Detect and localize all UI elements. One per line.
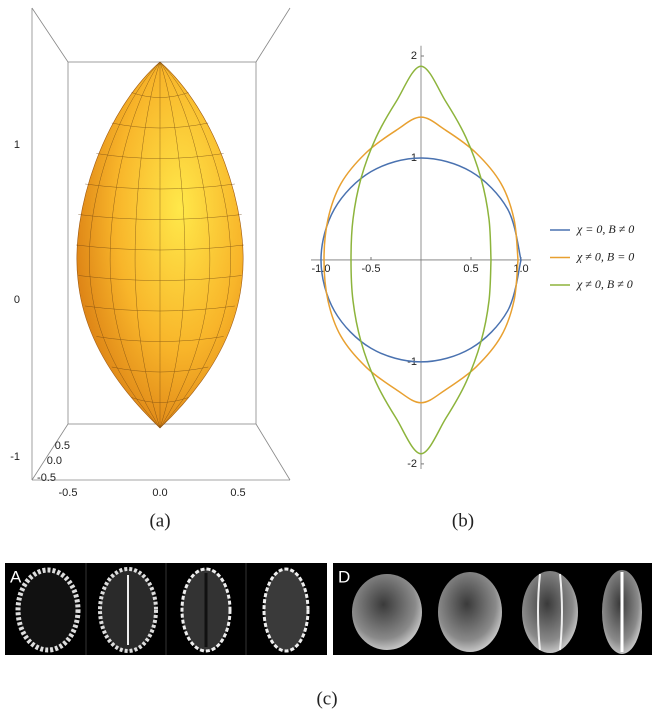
legend-label: χ ≠ 0, B ≠ 0 (576, 277, 633, 291)
z-tick-label: 0 (14, 294, 20, 306)
caption: (b) (452, 510, 474, 531)
micrograph-label: D (338, 567, 350, 586)
z-tick-label: -1 (10, 451, 20, 463)
micrograph-d: D (333, 563, 652, 655)
x-tick-label: -0.5 (362, 263, 381, 275)
legend-label: χ = 0, B ≠ 0 (576, 222, 634, 236)
y-tick-label: -2 (407, 458, 417, 470)
x-tick-label: -0.5 (59, 487, 78, 499)
micrograph-a: A (5, 563, 327, 655)
y-tick-label: -0.5 (37, 472, 56, 484)
micrograph-label: A (10, 567, 22, 586)
figure: 10-1-0.50.00.50.50.0-0.5 -1.0-0.50.51.0-… (0, 0, 656, 717)
y-tick-label: 0.0 (47, 455, 62, 467)
x-tick-label: 0.0 (152, 487, 167, 499)
x-tick-label: 0.5 (230, 487, 245, 499)
z-tick-label: 1 (14, 139, 20, 151)
x-tick-label: 1.0 (513, 263, 528, 275)
x-tick-label: 0.5 (463, 263, 478, 275)
caption: (a) (149, 510, 170, 531)
separator (327, 563, 333, 655)
y-tick-label: 2 (411, 50, 417, 62)
y-tick-label: 0.5 (55, 440, 70, 452)
page: {"figure": { "panel_a": {"z_ticks": ["1"… (0, 0, 656, 717)
legend-label: χ ≠ 0, B = 0 (576, 249, 634, 263)
caption: (c) (316, 688, 337, 709)
